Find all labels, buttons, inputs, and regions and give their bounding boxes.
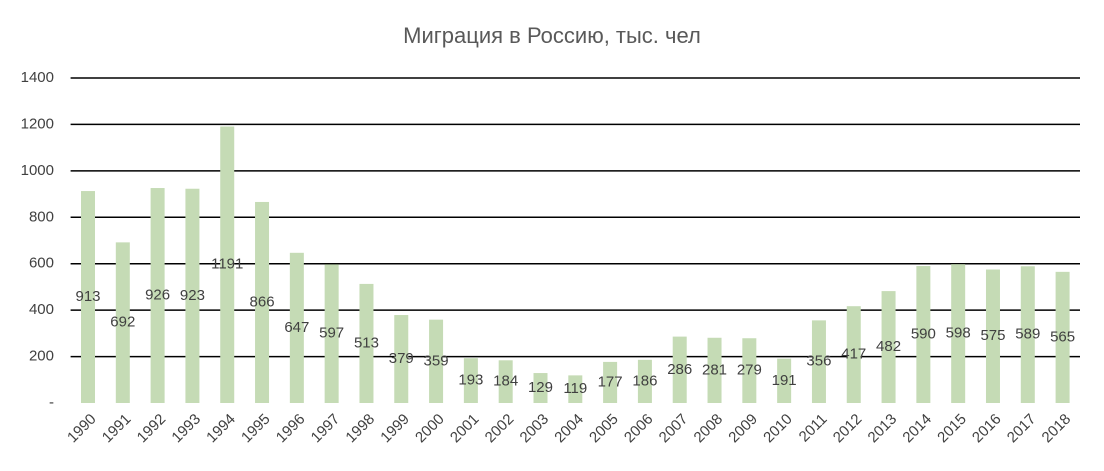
data-label: 923	[180, 287, 205, 304]
bar	[637, 359, 652, 403]
data-label: 281	[702, 361, 727, 378]
bar	[1020, 266, 1035, 403]
data-label: 379	[389, 350, 414, 367]
bar	[846, 306, 861, 403]
y-tick-label: 200	[29, 348, 54, 365]
bar	[603, 361, 618, 403]
bar	[533, 373, 548, 403]
bar	[568, 375, 583, 403]
data-label: 184	[493, 373, 518, 390]
bar	[498, 360, 513, 403]
bar	[359, 283, 374, 403]
data-label: 590	[911, 325, 936, 342]
bar	[951, 264, 966, 403]
bar	[81, 191, 96, 403]
bar	[463, 358, 478, 403]
bar	[707, 337, 722, 403]
data-label: 1191	[211, 256, 243, 273]
data-label: 279	[737, 362, 762, 379]
data-label: 565	[1050, 328, 1075, 345]
y-tick-label: 1200	[21, 115, 54, 132]
bar	[429, 319, 444, 403]
data-label: 191	[772, 372, 797, 389]
data-label: 866	[250, 293, 275, 310]
y-tick-label: 600	[29, 255, 54, 272]
data-label: 926	[145, 286, 170, 303]
data-label: 575	[980, 327, 1005, 344]
data-label: 356	[806, 353, 831, 370]
bar	[672, 336, 687, 403]
bar	[220, 126, 235, 404]
bar	[394, 315, 409, 403]
data-label: 647	[284, 319, 309, 336]
bar	[289, 252, 304, 403]
data-label: 598	[946, 325, 971, 342]
bar	[115, 242, 130, 403]
bar	[185, 188, 200, 403]
data-label: 692	[110, 314, 135, 331]
y-tick-label: 800	[29, 208, 54, 225]
data-label: 119	[563, 380, 587, 397]
y-tick-label: -	[49, 394, 54, 411]
data-label: 417	[841, 346, 866, 363]
bar	[985, 269, 1000, 403]
data-label: 589	[1015, 326, 1040, 343]
bar	[1055, 271, 1070, 403]
y-tick-label: 1400	[21, 69, 54, 86]
bar	[255, 201, 270, 403]
data-label: 193	[458, 372, 483, 389]
data-label: 359	[424, 352, 449, 369]
data-label: 177	[598, 373, 623, 390]
bar	[324, 264, 339, 403]
data-label: 913	[75, 288, 100, 305]
chart-title: Миграция в Россию, тыс. чел	[403, 23, 701, 48]
bar	[777, 358, 792, 403]
data-label: 186	[632, 372, 657, 389]
data-label: 597	[319, 325, 344, 342]
data-label: 482	[876, 338, 901, 355]
bar	[811, 320, 826, 403]
y-tick-label: 1000	[21, 162, 54, 179]
bar	[881, 291, 896, 403]
data-label: 513	[354, 334, 379, 351]
bar	[150, 188, 165, 403]
data-label: 286	[667, 361, 692, 378]
data-label: 129	[528, 379, 553, 396]
y-tick-label: 400	[29, 301, 54, 318]
bar	[742, 338, 757, 403]
bar	[916, 266, 931, 403]
